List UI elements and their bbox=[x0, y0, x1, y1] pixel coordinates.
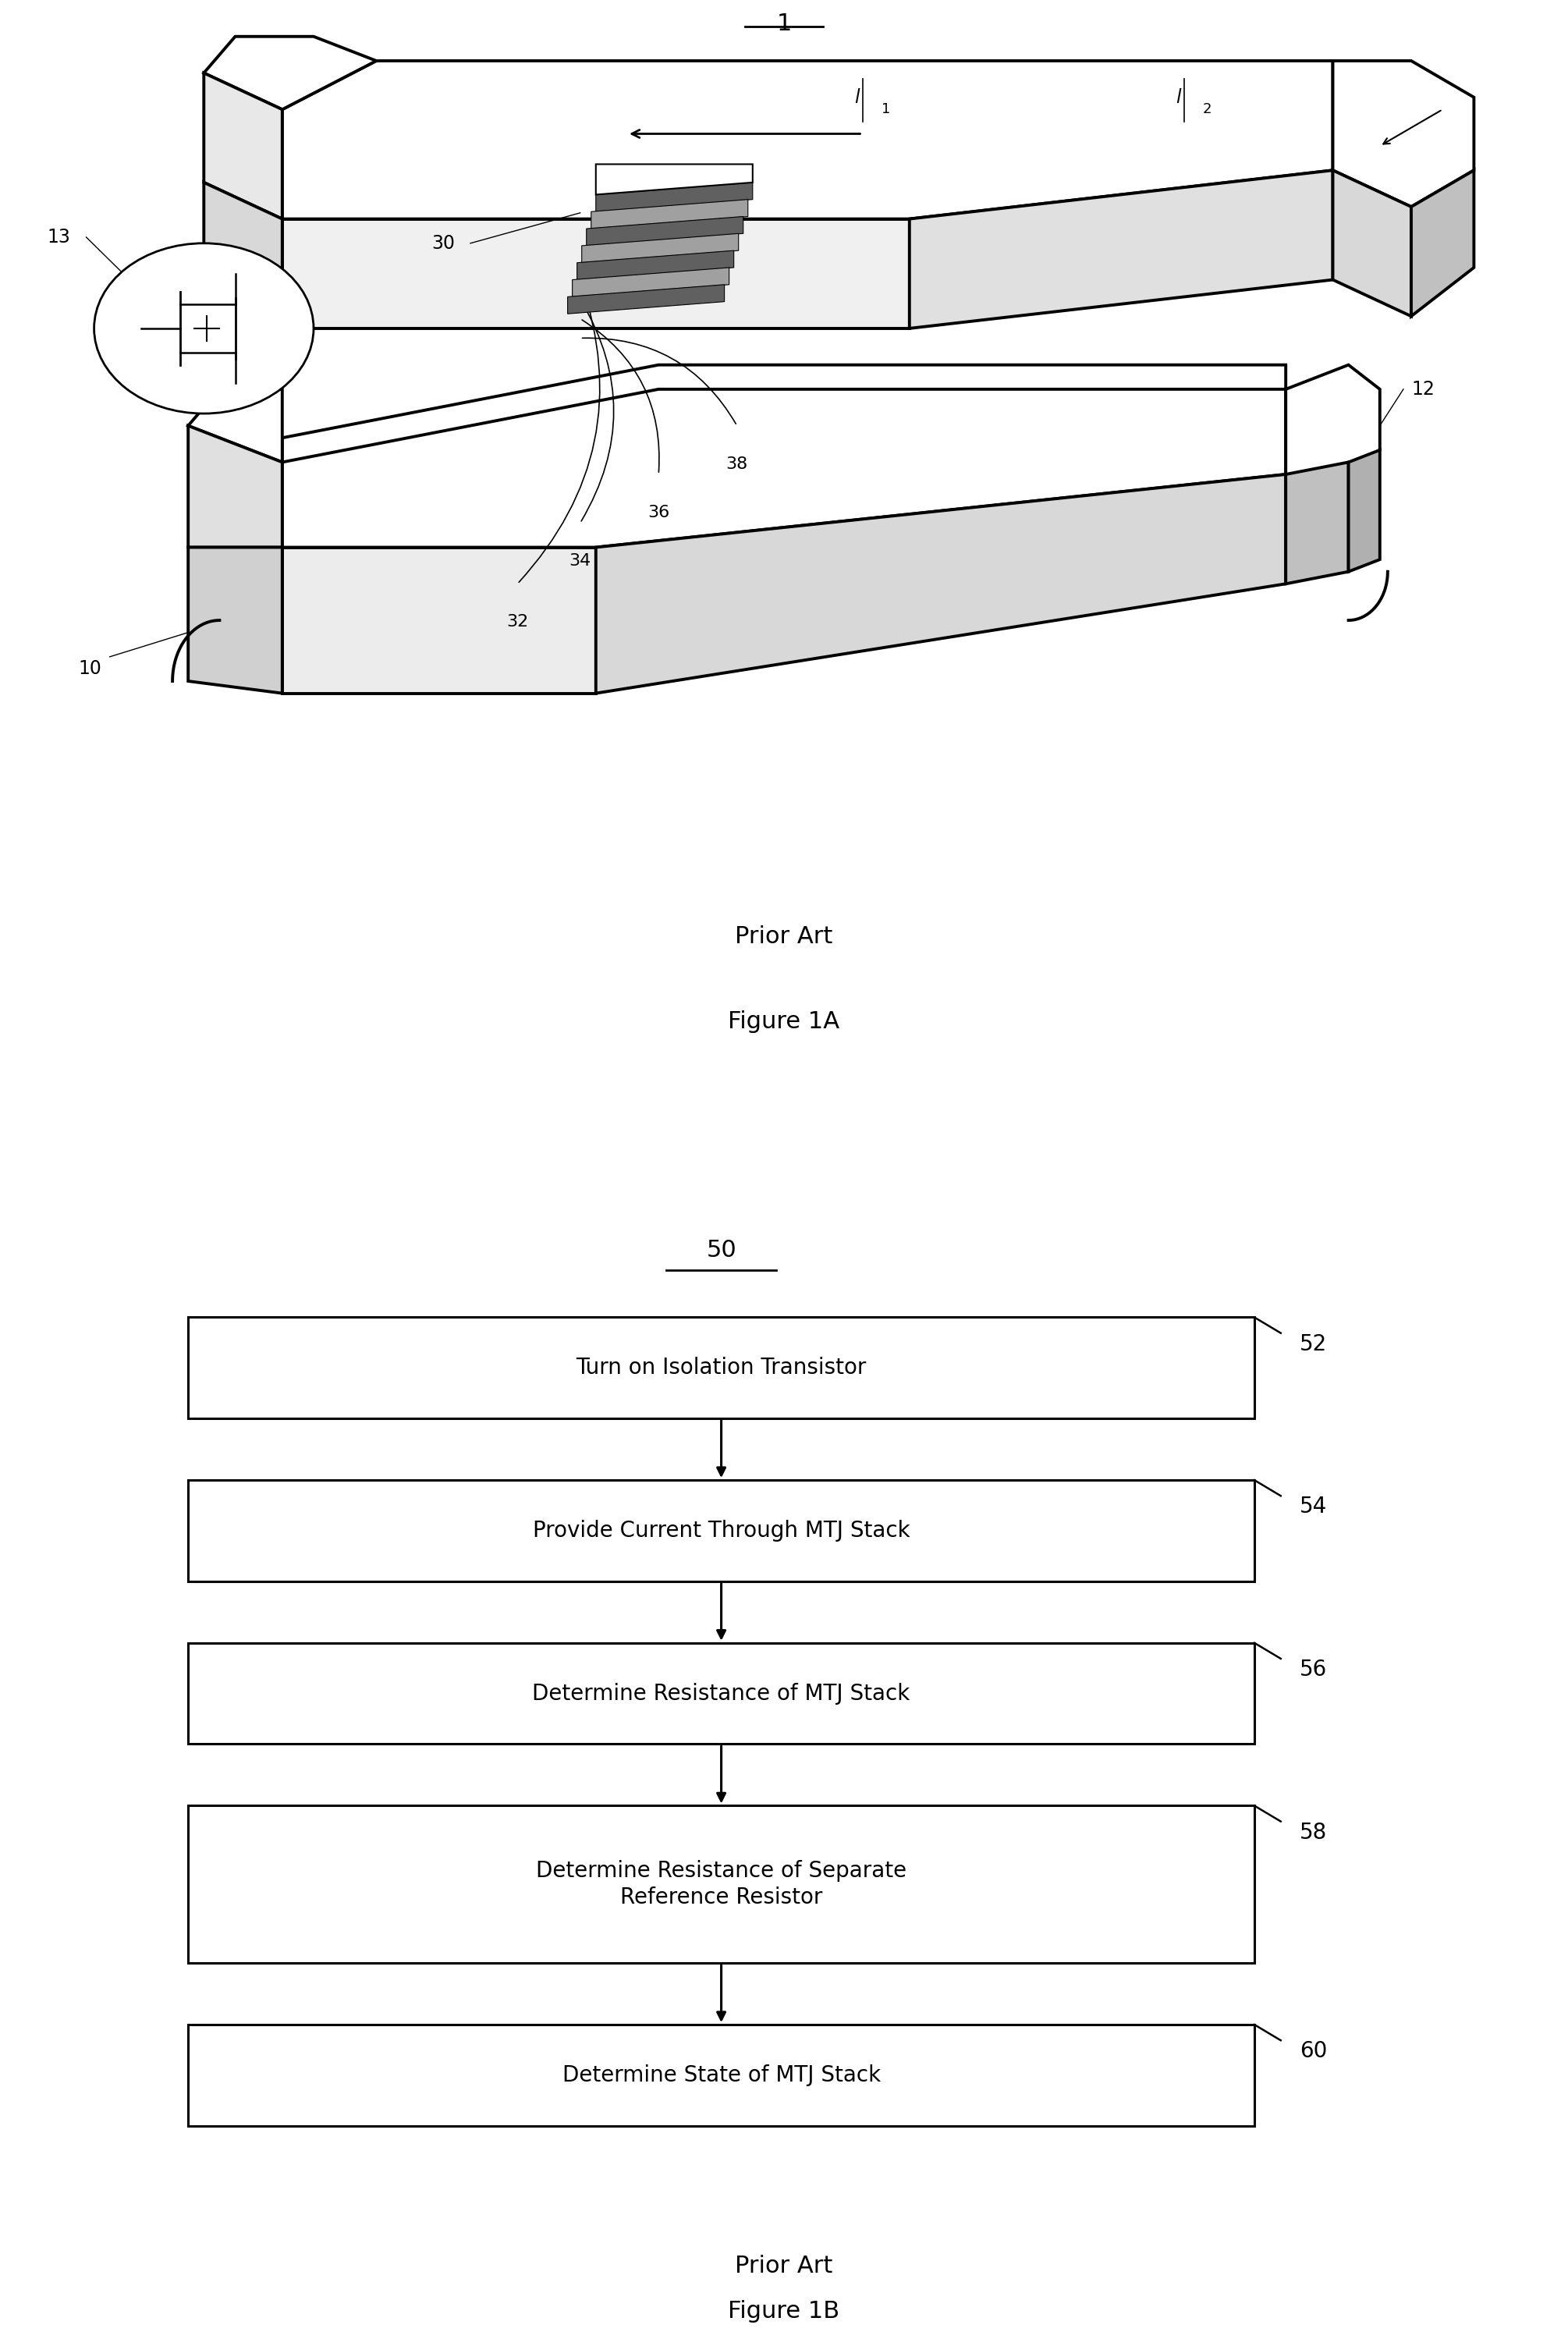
Bar bbox=[188, 2026, 1254, 2126]
Text: Turn on Isolation Transistor: Turn on Isolation Transistor bbox=[575, 1357, 867, 1378]
Polygon shape bbox=[1286, 463, 1348, 585]
Text: 38: 38 bbox=[726, 456, 748, 472]
Text: l: l bbox=[1176, 89, 1181, 108]
Bar bbox=[188, 1317, 1254, 1417]
Polygon shape bbox=[282, 220, 909, 327]
Polygon shape bbox=[909, 171, 1333, 327]
Polygon shape bbox=[204, 73, 282, 220]
Text: 54: 54 bbox=[1300, 1497, 1327, 1518]
Polygon shape bbox=[188, 426, 282, 547]
Polygon shape bbox=[188, 388, 282, 463]
Bar bbox=[188, 1481, 1254, 1581]
Text: 10: 10 bbox=[78, 660, 102, 678]
Polygon shape bbox=[572, 267, 729, 297]
Polygon shape bbox=[577, 250, 734, 281]
Polygon shape bbox=[1333, 171, 1411, 316]
Polygon shape bbox=[204, 37, 376, 110]
Bar bbox=[188, 1806, 1254, 1962]
Text: 50: 50 bbox=[706, 1240, 737, 1261]
Text: 60: 60 bbox=[1300, 2040, 1327, 2063]
Text: 13: 13 bbox=[47, 227, 71, 246]
Text: Figure 1A: Figure 1A bbox=[728, 1010, 840, 1034]
Text: 32: 32 bbox=[506, 615, 528, 629]
Text: Prior Art: Prior Art bbox=[735, 926, 833, 947]
Bar bbox=[188, 1642, 1254, 1745]
Polygon shape bbox=[282, 365, 1286, 536]
Circle shape bbox=[94, 243, 314, 414]
Polygon shape bbox=[596, 164, 753, 194]
Polygon shape bbox=[204, 182, 282, 327]
Polygon shape bbox=[596, 182, 753, 211]
Text: Figure 1B: Figure 1B bbox=[728, 2299, 840, 2323]
Polygon shape bbox=[282, 547, 596, 692]
Polygon shape bbox=[1333, 61, 1474, 206]
Polygon shape bbox=[591, 199, 748, 229]
Polygon shape bbox=[1411, 171, 1474, 316]
Polygon shape bbox=[568, 285, 724, 313]
Polygon shape bbox=[282, 536, 596, 681]
Text: Prior Art: Prior Art bbox=[735, 2255, 833, 2278]
Polygon shape bbox=[282, 61, 1333, 220]
Text: 58: 58 bbox=[1300, 1822, 1327, 1843]
Text: 2: 2 bbox=[1203, 103, 1212, 117]
Text: Determine Resistance of MTJ Stack: Determine Resistance of MTJ Stack bbox=[533, 1682, 909, 1705]
Text: 1: 1 bbox=[881, 103, 891, 117]
Polygon shape bbox=[188, 547, 282, 692]
Text: 30: 30 bbox=[431, 234, 455, 253]
Polygon shape bbox=[1286, 365, 1380, 475]
Text: l: l bbox=[855, 89, 859, 108]
Text: 52: 52 bbox=[1300, 1333, 1327, 1354]
Polygon shape bbox=[596, 475, 1286, 692]
Text: 1: 1 bbox=[776, 12, 792, 35]
Text: Determine Resistance of Separate
Reference Resistor: Determine Resistance of Separate Referen… bbox=[536, 1860, 906, 1909]
Polygon shape bbox=[582, 234, 739, 262]
Text: Provide Current Through MTJ Stack: Provide Current Through MTJ Stack bbox=[533, 1520, 909, 1541]
Polygon shape bbox=[282, 388, 1286, 547]
Text: 36: 36 bbox=[648, 505, 670, 519]
Polygon shape bbox=[586, 218, 743, 246]
Polygon shape bbox=[1348, 449, 1380, 571]
Text: 12: 12 bbox=[1411, 379, 1435, 398]
Text: Determine State of MTJ Stack: Determine State of MTJ Stack bbox=[561, 2065, 881, 2086]
Text: 34: 34 bbox=[569, 554, 591, 568]
Text: 56: 56 bbox=[1300, 1658, 1327, 1679]
